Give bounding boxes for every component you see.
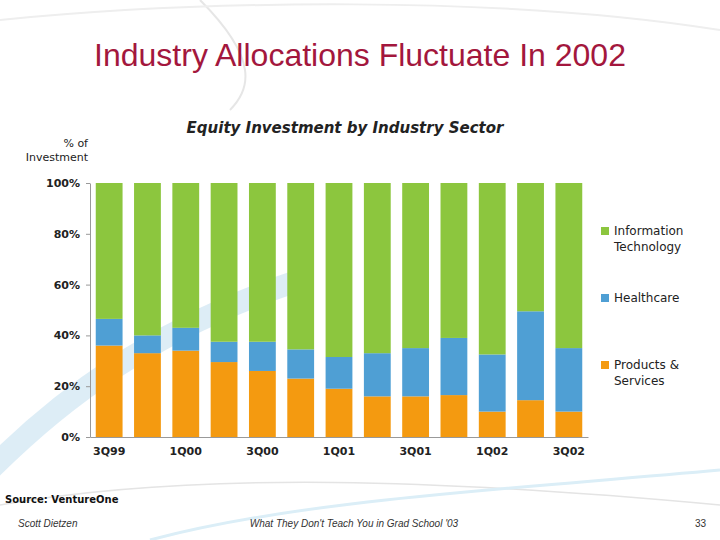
bar (287, 379, 314, 437)
tick-mark (86, 285, 90, 286)
bar (402, 183, 429, 348)
bar (326, 389, 353, 437)
axis-line (90, 184, 91, 438)
tick-label: 20% (54, 380, 80, 393)
y-axis: 0% 20% 40% 60% 80% 100% (46, 177, 90, 444)
bar (96, 319, 123, 346)
slide-title: Industry Allocations Fluctuate In 2002 (94, 37, 626, 73)
bar (402, 348, 429, 396)
tick: 3Q01 (399, 437, 431, 458)
bar (249, 371, 276, 437)
bar (172, 351, 199, 437)
tick: 0% (61, 431, 90, 444)
bar (364, 183, 391, 353)
bar (134, 353, 161, 437)
legend-label: Healthcare (614, 291, 679, 305)
bar (555, 412, 582, 437)
tick-mark (86, 335, 90, 336)
tick-label: 100% (46, 177, 80, 190)
bar (172, 183, 199, 328)
source: Source: VentureOne (5, 494, 119, 505)
bar (479, 354, 506, 411)
bar (211, 183, 238, 342)
bar (364, 353, 391, 396)
bar (134, 335, 161, 353)
bar (479, 183, 506, 354)
decoration (0, 0, 720, 540)
tick-label: 1Q01 (323, 445, 355, 458)
bar (211, 342, 238, 362)
tick-mark (86, 386, 90, 387)
tick-label: 3Q02 (553, 445, 585, 458)
legend-swatch (601, 361, 609, 369)
tick-mark (86, 183, 90, 184)
tick-label: 60% (54, 279, 80, 292)
tick: 60% (54, 279, 90, 292)
bar (479, 412, 506, 437)
tick: 100% (46, 177, 90, 190)
tick: 40% (54, 329, 90, 342)
bar (326, 183, 353, 357)
footer-center: What They Don't Teach You in Grad School… (250, 518, 459, 529)
tick: 80% (54, 228, 90, 241)
slide: Industry Allocations Fluctuate In 2002 Eq… (0, 0, 720, 540)
bar (517, 311, 544, 400)
series (96, 183, 583, 357)
bar (326, 357, 353, 389)
tick: 1Q01 (323, 437, 355, 458)
tick-label: 1Q02 (476, 445, 508, 458)
tick-label: 40% (54, 329, 80, 342)
bar (249, 342, 276, 371)
tick-label: 3Q00 (246, 445, 279, 458)
footer-left: Scott Dietzen (18, 518, 78, 529)
bar (555, 183, 582, 348)
legend-item: Products &Services (601, 358, 679, 388)
legend: InformationTechnology Healthcare Products … (601, 224, 683, 388)
tick-label: 1Q00 (170, 445, 203, 458)
bar (211, 362, 238, 437)
tick: 20% (54, 380, 90, 393)
series (96, 346, 583, 437)
bar (441, 183, 468, 338)
bar (364, 396, 391, 437)
chart-title: Equity Investment by Industry Sector (187, 119, 505, 137)
legend-swatch (601, 227, 609, 235)
bars (96, 183, 583, 437)
tick: 3Q99 (93, 437, 125, 458)
tick-label: 3Q01 (399, 445, 431, 458)
bar (96, 346, 123, 437)
y-axis-title: % ofInvestment (26, 137, 89, 164)
legend-label: InformationTechnology (613, 224, 683, 254)
bar (96, 183, 123, 319)
bar (517, 183, 544, 311)
tick-label: 3Q99 (93, 445, 125, 458)
tick-mark (86, 437, 90, 438)
bar (287, 349, 314, 378)
tick: 1Q02 (476, 437, 508, 458)
legend-item: InformationTechnology (601, 224, 683, 254)
page-number: 33 (695, 518, 707, 529)
legend-item: Healthcare (601, 291, 679, 305)
legend-label: Products &Services (614, 358, 679, 388)
bar (441, 395, 468, 437)
bar (402, 396, 429, 437)
tick-label: 80% (54, 228, 80, 241)
tick: 3Q00 (246, 437, 279, 458)
bar (441, 338, 468, 395)
tick: 1Q00 (170, 437, 203, 458)
bar (517, 400, 544, 437)
bar (249, 183, 276, 342)
tick-label: 0% (61, 431, 80, 444)
legend-swatch (601, 294, 609, 302)
tick: 3Q02 (553, 437, 585, 458)
bar (172, 328, 199, 351)
bar (555, 348, 582, 412)
bar (287, 183, 314, 349)
axis-line (91, 437, 589, 438)
tick-mark (86, 234, 90, 235)
x-axis: 3Q99 1Q00 3Q00 1Q01 3Q01 1Q02 3Q02 (91, 437, 589, 458)
swoosh-line (150, 470, 720, 540)
swoosh-line (0, 4, 720, 30)
bar (134, 183, 161, 335)
